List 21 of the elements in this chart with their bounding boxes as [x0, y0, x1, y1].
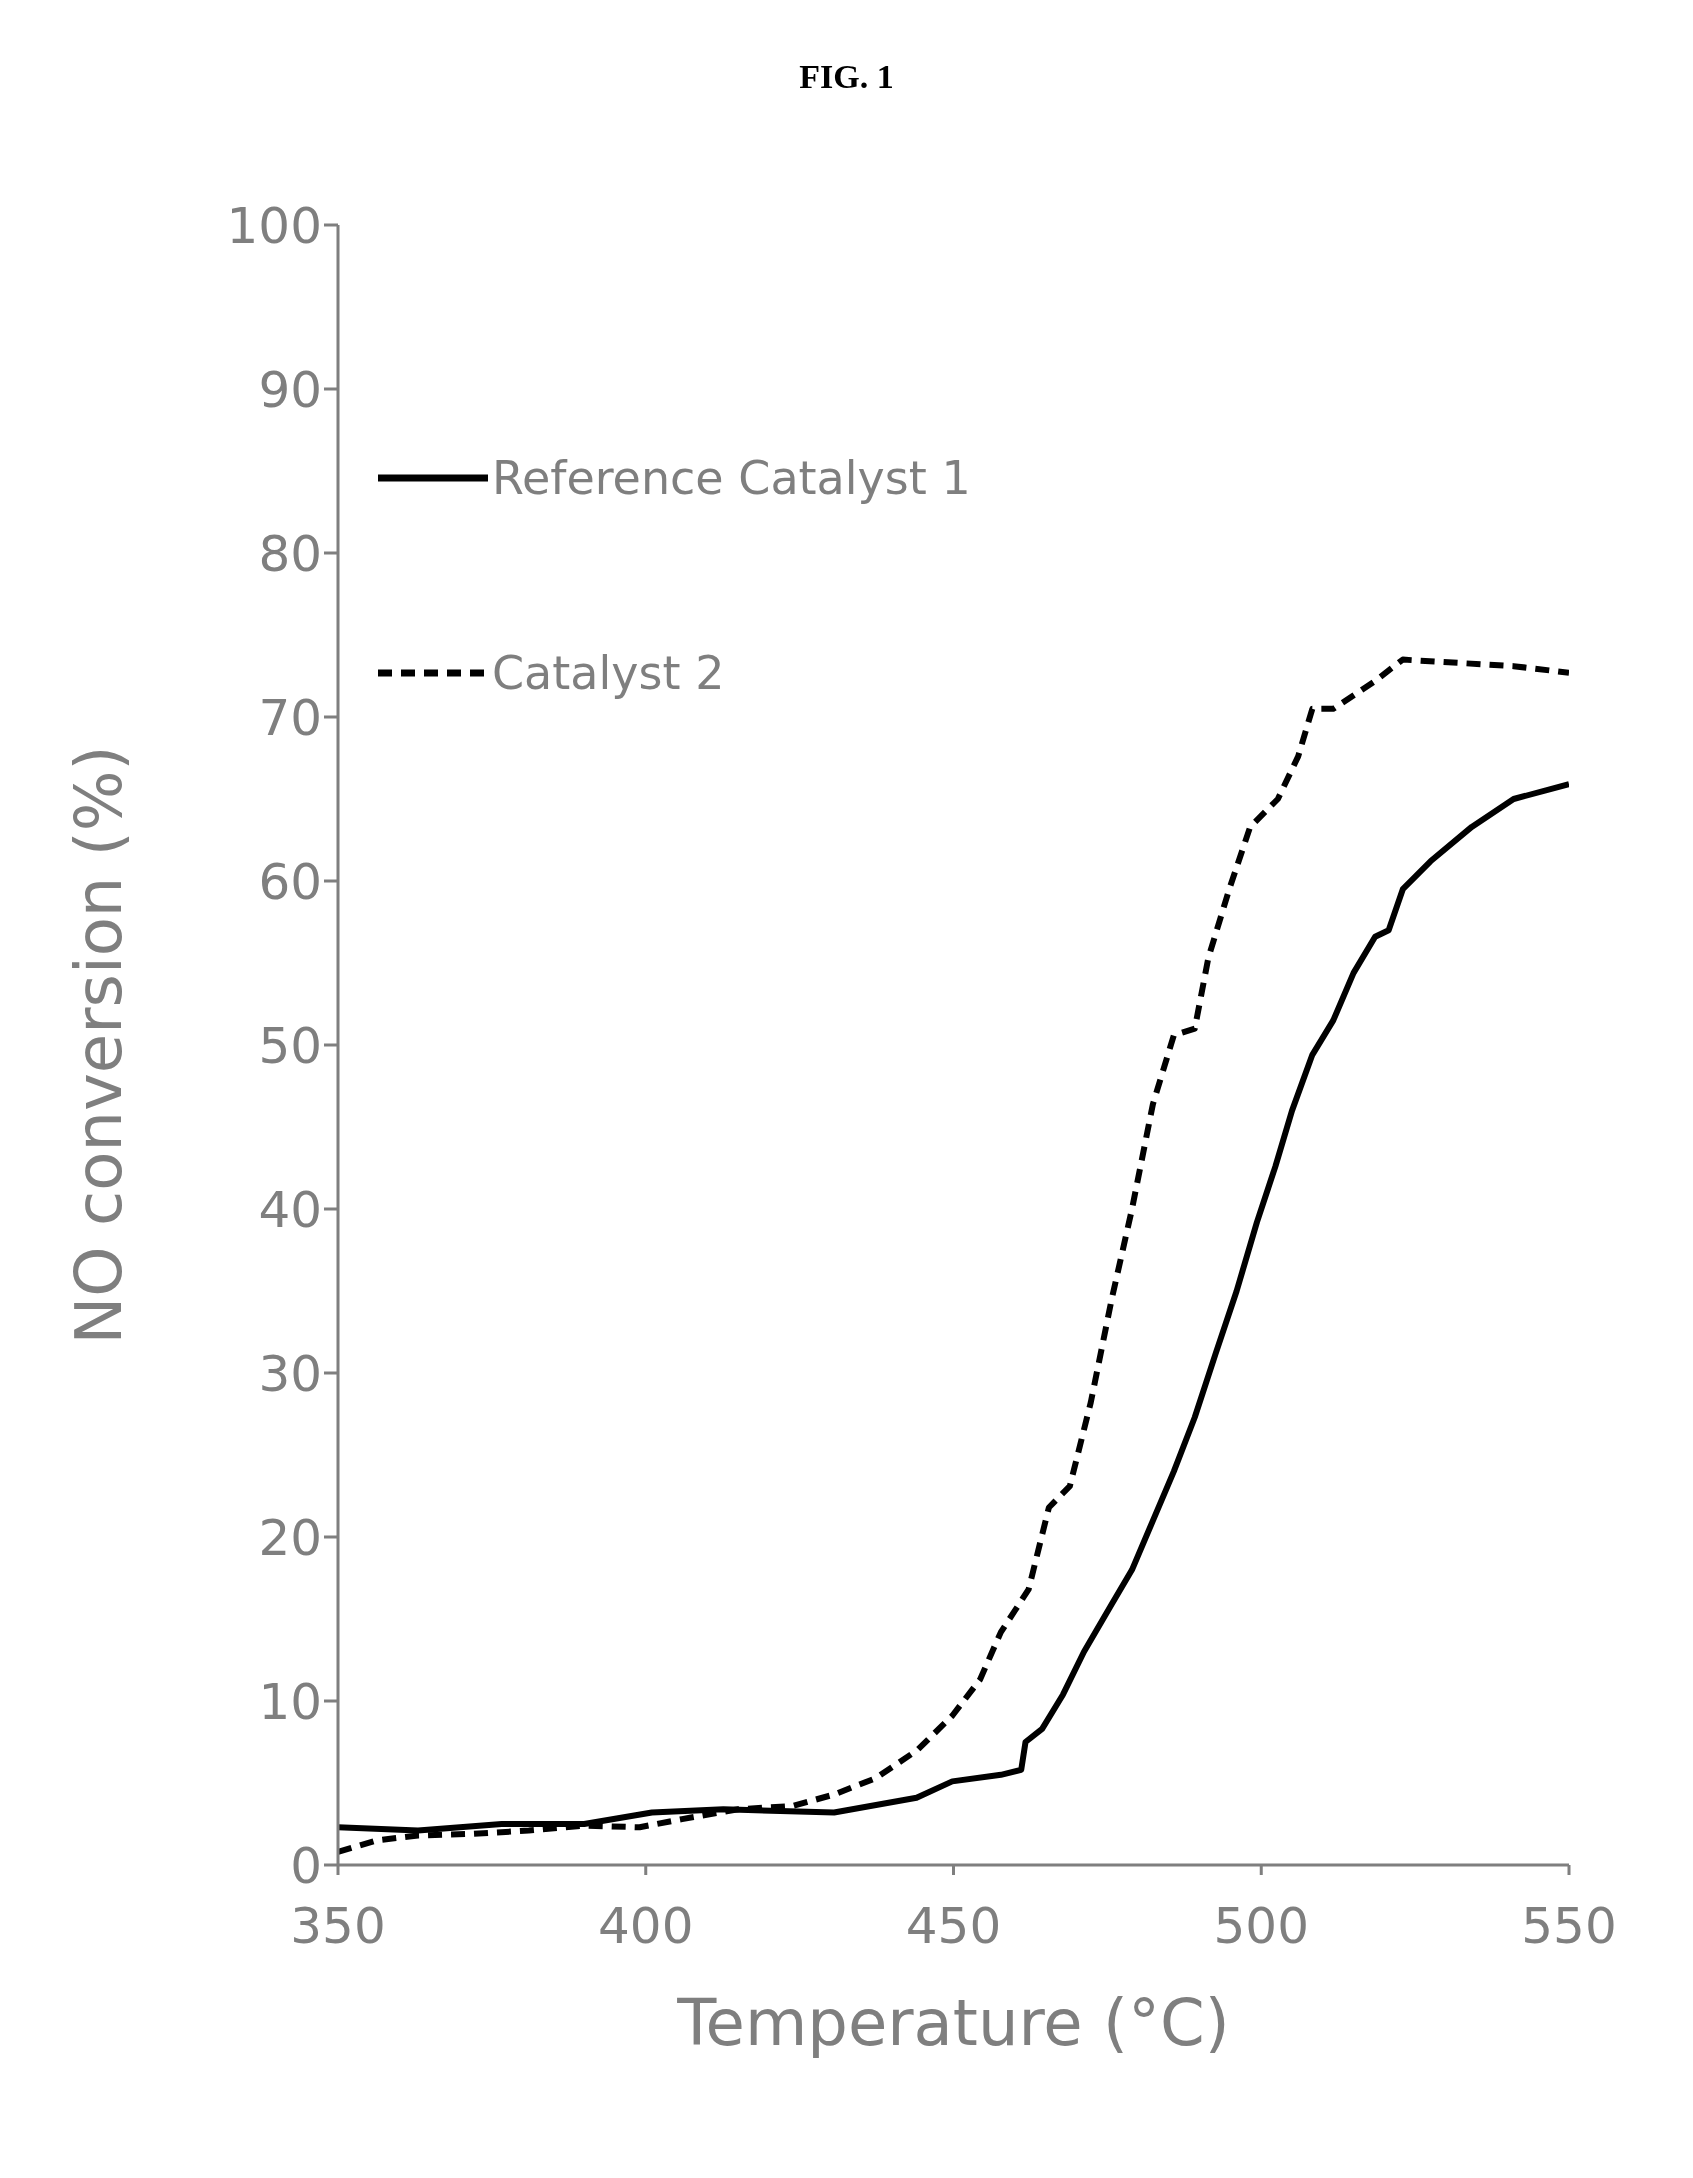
x-tick-label: 500 [1213, 1896, 1309, 1955]
y-tick-label: 10 [258, 1672, 322, 1731]
legend-label: Reference Catalyst 1 [492, 451, 971, 505]
y-tick-label: 70 [258, 688, 322, 747]
y-tick-label: 0 [290, 1836, 322, 1895]
x-tick-label: 350 [290, 1896, 386, 1955]
y-axis-title: NO conversion (%) [61, 745, 136, 1345]
y-tick-label: 50 [258, 1016, 322, 1075]
chart-title: FIG. 1 [798, 57, 895, 97]
y-tick-label: 60 [258, 852, 322, 911]
x-axis-title: Temperature (°C) [676, 1986, 1230, 2060]
y-tick-label: 20 [258, 1508, 322, 1567]
y-tick-label: 80 [258, 524, 322, 583]
y-tick-label: 90 [258, 360, 322, 419]
x-tick-label: 400 [598, 1896, 694, 1955]
y-tick-label: 100 [226, 196, 322, 255]
y-tick-label: 30 [258, 1344, 322, 1403]
x-tick-label: 450 [905, 1896, 1002, 1955]
x-tick-label: 550 [1521, 1896, 1617, 1955]
y-tick-label: 40 [258, 1180, 322, 1239]
legend-label: Catalyst 2 [492, 646, 725, 700]
